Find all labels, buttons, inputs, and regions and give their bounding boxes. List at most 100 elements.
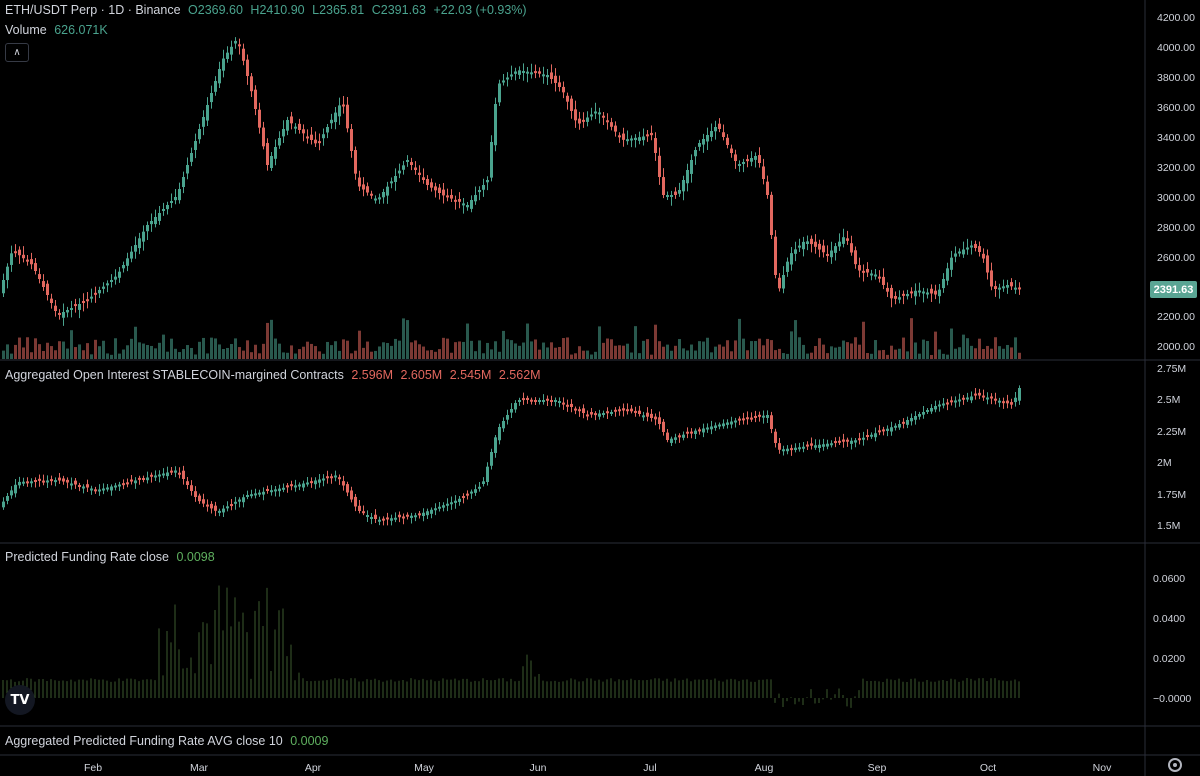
volume-bar: [206, 353, 209, 359]
volume-bar: [350, 353, 353, 359]
oi-candle: [422, 512, 425, 517]
oi-candle: [726, 422, 729, 425]
price-axis-label: 3400.00: [1157, 132, 1195, 144]
volume-bar: [38, 344, 41, 359]
oi-candle: [314, 480, 317, 485]
price-candle: [914, 290, 917, 297]
oi-candle: [762, 415, 765, 418]
volume-bar: [202, 337, 205, 359]
oi-candle: [338, 477, 341, 480]
volume-bar: [966, 338, 969, 359]
price-candle: [442, 189, 445, 196]
volume-bar: [598, 326, 601, 359]
price-axis-label: 2200.00: [1157, 311, 1195, 323]
volume-bar: [618, 345, 621, 359]
oi-candle: [286, 485, 289, 488]
volume-bar: [270, 319, 273, 359]
price-candle: [922, 291, 925, 294]
oi-candle: [830, 443, 833, 446]
volume-bar: [510, 340, 513, 359]
oi-candle: [178, 472, 181, 475]
price-candle: [882, 276, 885, 285]
volume-bar: [922, 339, 925, 359]
price-candle: [182, 177, 185, 188]
chevron-up-icon[interactable]: ∧: [5, 43, 29, 62]
time-axis-label: Jul: [643, 762, 656, 774]
price-candle: [910, 291, 913, 294]
oi-candle: [746, 417, 749, 420]
oi-candle: [546, 398, 549, 401]
funding-axis-label: 0.0200: [1153, 653, 1185, 665]
oi-candle: [962, 397, 965, 400]
volume-bar: [1006, 344, 1009, 359]
volume-label[interactable]: Volume: [5, 23, 47, 37]
volume-bar: [642, 340, 645, 359]
volume-bar: [42, 350, 45, 359]
volume-bar: [562, 338, 565, 359]
volume-bar: [90, 354, 93, 359]
agg-funding-label[interactable]: Aggregated Predicted Funding Rate AVG cl…: [5, 734, 283, 748]
tradingview-logo[interactable]: TV: [5, 685, 35, 715]
price-candle: [470, 200, 473, 209]
price-candle: [618, 135, 621, 138]
price-candle: [858, 265, 861, 271]
price-candle: [402, 165, 405, 170]
oi-candle: [1010, 402, 1013, 405]
oi-candle: [222, 508, 225, 513]
oi-candle: [738, 418, 741, 421]
time-axis-label: Mar: [190, 762, 209, 774]
volume-bar: [566, 337, 569, 359]
oi-candle: [986, 397, 989, 400]
price-candle: [222, 58, 225, 71]
price-candle: [598, 112, 601, 115]
volume-bar: [362, 347, 365, 359]
volume-bar: [746, 350, 749, 359]
volume-bar: [522, 342, 525, 359]
volume-bar: [890, 345, 893, 359]
gear-icon[interactable]: [1168, 758, 1182, 772]
price-candle: [322, 134, 325, 139]
volume-bar: [862, 321, 865, 359]
volume-bar: [906, 351, 909, 359]
volume-bar: [198, 341, 201, 359]
oi-candle: [714, 425, 717, 428]
volume-bar: [418, 344, 421, 359]
volume-bar: [134, 326, 137, 359]
volume-bar: [10, 353, 13, 359]
price-candle: [410, 162, 413, 165]
volume-bar: [222, 348, 225, 359]
price-candle: [386, 186, 389, 196]
price-candle: [354, 150, 357, 174]
funding-label[interactable]: Predicted Funding Rate close: [5, 550, 169, 564]
oi-candle: [162, 473, 165, 476]
volume-bar: [654, 324, 657, 359]
oi-candle: [410, 515, 413, 518]
price-candle: [274, 147, 277, 159]
oi-label[interactable]: Aggregated Open Interest STABLECOIN-marg…: [5, 368, 344, 382]
price-candle: [978, 246, 981, 252]
price-candle: [426, 179, 429, 185]
price-candle: [542, 74, 545, 77]
price-candle: [494, 104, 497, 146]
oi-candle: [550, 399, 553, 402]
oi-candle: [98, 489, 101, 492]
volume-bar: [626, 343, 629, 359]
volume-bar: [426, 350, 429, 359]
price-candle: [866, 269, 869, 273]
volume-bar: [634, 326, 637, 359]
volume-bar: [786, 353, 789, 359]
price-candle: [394, 176, 397, 182]
price-candle: [574, 109, 577, 121]
oi-candle: [854, 440, 857, 443]
volume-bar: [66, 348, 69, 359]
price-candle: [242, 48, 245, 61]
volume-bar: [1018, 352, 1021, 359]
volume-bar: [514, 343, 517, 359]
price-candle: [790, 253, 793, 265]
oi-candle: [706, 427, 709, 430]
symbol-title[interactable]: ETH/USDT Perp · 1D · Binance: [5, 3, 181, 17]
oi-candle: [386, 517, 389, 520]
oi-candle: [602, 413, 605, 415]
price-candle: [238, 44, 241, 47]
